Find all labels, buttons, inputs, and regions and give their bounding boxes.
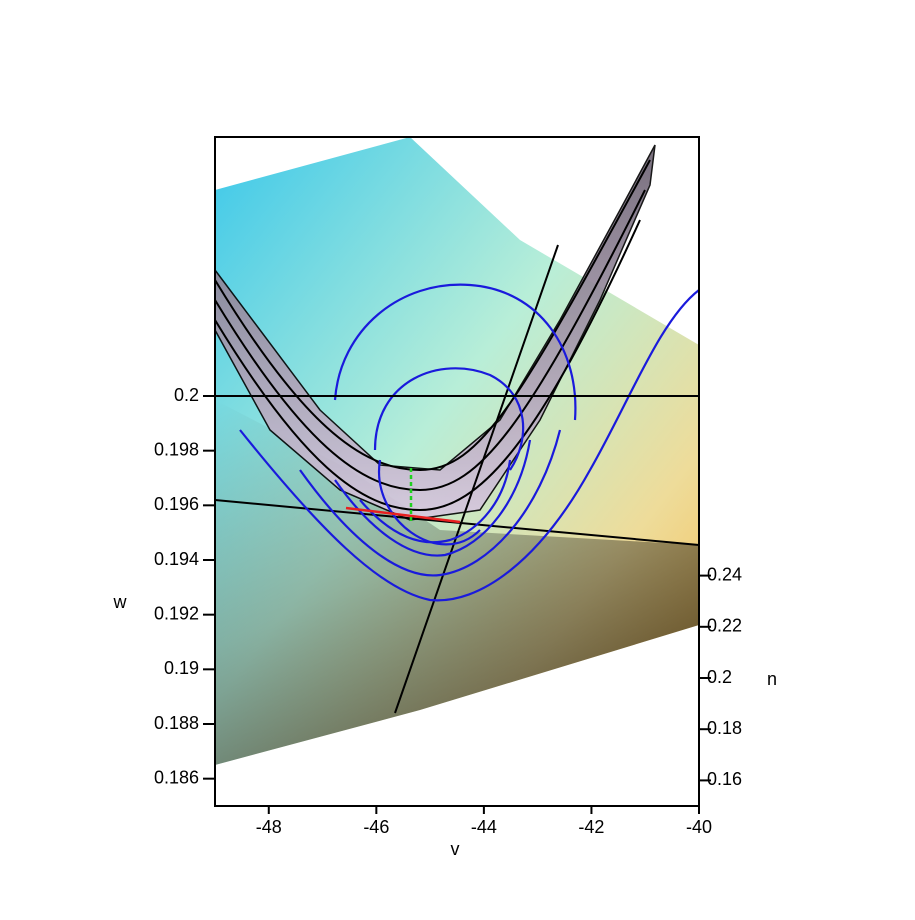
plot-box [214,136,700,807]
y2-tick-label: 0.16 [707,769,742,789]
y-tick-label: 0.198 [154,439,199,459]
x-axis-label: v [451,839,460,859]
y2-axis-label: n [767,669,777,689]
y-tick-label: 0.192 [154,603,199,623]
y2-tick-label: 0.22 [707,616,742,636]
y-tick-label: 0.188 [154,713,199,733]
x-tick-label: -42 [578,817,604,837]
y-tick-label: 0.2 [174,385,199,405]
surface [214,137,700,765]
x-tick-label: -40 [686,817,712,837]
y-tick-label: 0.186 [154,767,199,787]
y2-tick-label: 0.18 [707,718,742,738]
x-tick-label: -44 [471,817,497,837]
y-tick-label: 0.196 [154,494,199,514]
x-tick-label: -46 [363,817,389,837]
y-tick-label: 0.19 [164,658,199,678]
x-tick-label: -48 [256,817,282,837]
y2-tick-label: 0.24 [707,564,742,584]
y2-tick-label: 0.2 [707,667,732,687]
y-tick-label: 0.194 [154,549,199,569]
y-axis-label: w [113,592,128,612]
